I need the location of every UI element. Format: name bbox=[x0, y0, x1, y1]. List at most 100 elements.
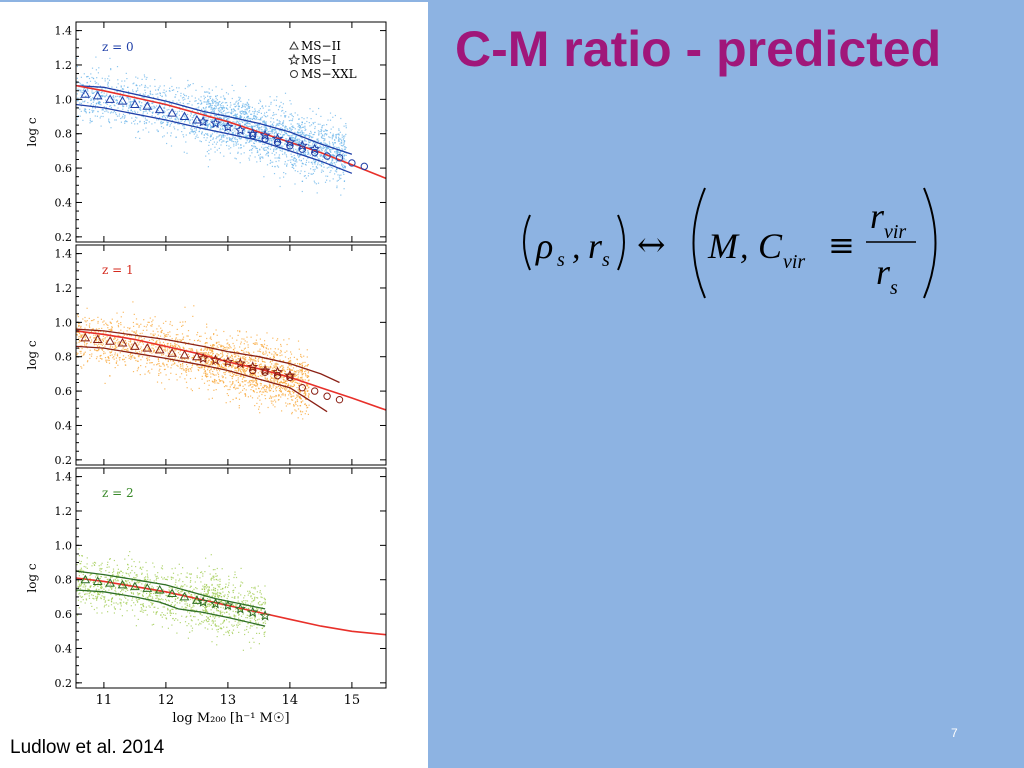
scatter-point bbox=[323, 135, 325, 137]
scatter-point bbox=[247, 102, 249, 105]
scatter-point bbox=[261, 391, 263, 393]
scatter-point bbox=[270, 388, 273, 390]
scatter-point bbox=[273, 99, 275, 101]
scatter-point bbox=[164, 104, 166, 106]
scatter-point bbox=[136, 352, 138, 354]
scatter-point bbox=[297, 395, 299, 397]
scatter-point bbox=[212, 349, 214, 351]
scatter-point bbox=[218, 147, 220, 149]
scatter-point bbox=[83, 73, 85, 75]
scatter-point bbox=[270, 133, 272, 135]
scatter-point bbox=[322, 155, 324, 157]
scatter-point bbox=[137, 323, 139, 325]
scatter-point bbox=[253, 116, 255, 118]
scatter-point bbox=[189, 115, 192, 117]
scatter-point bbox=[210, 126, 212, 128]
scatter-point bbox=[300, 136, 302, 138]
scatter-point bbox=[291, 120, 293, 122]
scatter-point bbox=[345, 123, 347, 125]
scatter-point bbox=[207, 134, 209, 136]
scatter-point bbox=[142, 93, 144, 95]
scatter-point bbox=[297, 376, 299, 378]
scatter-point bbox=[89, 349, 91, 351]
scatter-point bbox=[85, 112, 87, 114]
scatter-point bbox=[257, 359, 259, 361]
scatter-point bbox=[168, 108, 170, 111]
scatter-point bbox=[254, 108, 256, 110]
scatter-point bbox=[281, 369, 283, 371]
scatter-point bbox=[135, 91, 137, 93]
scatter-point bbox=[336, 146, 338, 149]
scatter-point bbox=[304, 361, 306, 363]
scatter-point bbox=[225, 117, 227, 119]
scatter-point bbox=[263, 123, 265, 125]
scatter-point bbox=[243, 372, 245, 374]
scatter-point bbox=[100, 343, 102, 345]
scatter-point bbox=[115, 346, 117, 348]
scatter-point bbox=[260, 156, 262, 158]
scatter-point bbox=[157, 331, 159, 333]
scatter-point bbox=[170, 122, 172, 124]
scatter-point bbox=[76, 81, 78, 83]
scatter-point bbox=[233, 143, 235, 145]
scatter-point bbox=[244, 393, 246, 395]
scatter-point bbox=[121, 80, 123, 82]
scatter-point bbox=[91, 92, 93, 94]
scatter-point bbox=[154, 316, 156, 318]
scatter-point bbox=[309, 136, 311, 138]
scatter-point bbox=[234, 356, 236, 358]
scatter-point bbox=[262, 120, 264, 122]
scatter-point bbox=[222, 367, 224, 369]
scatter-point bbox=[239, 110, 241, 112]
scatter-point bbox=[320, 145, 322, 148]
scatter-point bbox=[293, 370, 295, 372]
scatter-point bbox=[263, 176, 265, 178]
scatter-point bbox=[121, 349, 123, 351]
scatter-point bbox=[293, 157, 295, 159]
scatter-point bbox=[306, 146, 309, 148]
scatter-point bbox=[208, 102, 210, 105]
scatter-point bbox=[210, 127, 212, 129]
scatter-point bbox=[305, 375, 307, 377]
scatter-point bbox=[128, 344, 130, 346]
scatter-point bbox=[177, 365, 179, 367]
scatter-point bbox=[172, 353, 174, 355]
scatter-point bbox=[137, 368, 139, 370]
scatter-point bbox=[143, 338, 145, 340]
scatter-point bbox=[271, 130, 273, 132]
scatter-point bbox=[278, 160, 280, 162]
scatter-point bbox=[214, 123, 216, 125]
scatter-point bbox=[254, 140, 256, 142]
scatter-point bbox=[169, 350, 171, 352]
scatter-point bbox=[190, 370, 192, 372]
scatter-point bbox=[185, 369, 187, 371]
scatter-point bbox=[316, 155, 318, 157]
scatter-point bbox=[343, 137, 345, 139]
scatter-point bbox=[245, 138, 247, 140]
scatter-point bbox=[311, 156, 313, 158]
scatter-point bbox=[203, 366, 206, 368]
scatter-point bbox=[120, 322, 122, 324]
scatter-point bbox=[209, 106, 211, 108]
scatter-point bbox=[258, 357, 260, 359]
scatter-point bbox=[185, 107, 187, 109]
scatter-point bbox=[178, 110, 180, 112]
scatter-point bbox=[174, 128, 176, 130]
scatter-point bbox=[330, 151, 332, 153]
scatter-point bbox=[248, 130, 250, 132]
scatter-point bbox=[84, 332, 86, 334]
scatter-point bbox=[174, 110, 176, 112]
scatter-point bbox=[242, 370, 244, 372]
scatter-point bbox=[174, 363, 176, 365]
scatter-point bbox=[113, 96, 115, 98]
scatter-point bbox=[101, 95, 103, 98]
scatter-point bbox=[272, 130, 274, 133]
scatter-point bbox=[306, 356, 308, 358]
scatter-point bbox=[263, 389, 265, 391]
scatter-point bbox=[323, 140, 325, 142]
scatter-point bbox=[194, 130, 196, 132]
scatter-point bbox=[338, 134, 340, 136]
scatter-point bbox=[252, 380, 255, 382]
scatter-point bbox=[208, 153, 210, 155]
scatter-point bbox=[175, 136, 177, 138]
